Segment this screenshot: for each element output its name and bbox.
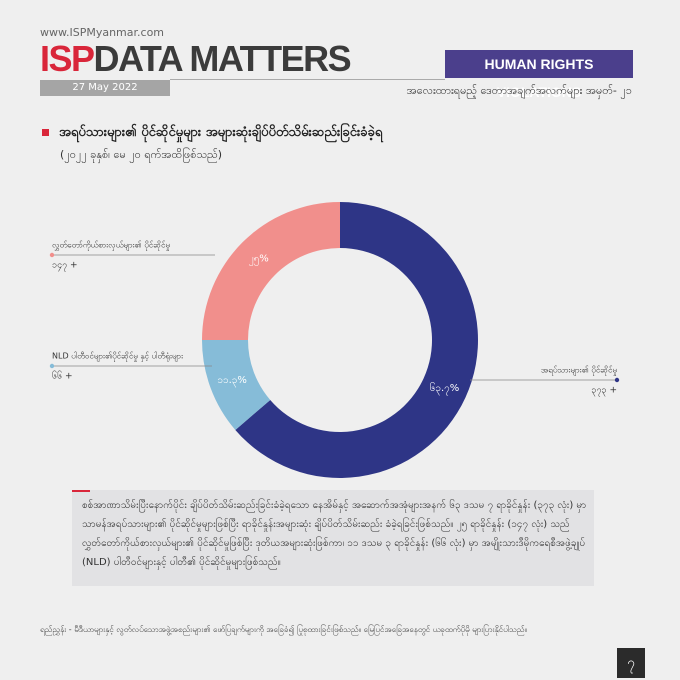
page-number: ၇ [617,648,645,678]
leader-dot [614,377,620,383]
tag: HUMAN RIGHTS VIOLATIONS [445,50,633,100]
website: www.ISPMyanmar.com [40,26,165,39]
donut-slice [202,202,340,340]
category-label: လွှတ်တော်ကိုယ်စားလှယ်များ၏ ပိုင်ဆိုင်မှု [52,240,170,252]
brand: ISPDATA MATTERS [40,38,352,80]
body-text: စစ်အာဏာသိမ်းပြီးနောက်ပိုင်း ချိပ်ပိတ်သိမ… [82,500,587,568]
value-label: ၁၁.၃% [217,375,247,388]
value-label: ၂၅% [249,254,269,267]
category-label: အရပ်သားများ၏ ပိုင်ဆိုင်မှု [541,365,617,377]
leader-dot [49,252,55,258]
category-label: NLD ပါတီဝင်များ၏ပိုင်ဆိုင်မှု နှင့် ပါတီ… [52,351,184,363]
text-box [72,490,594,586]
note: ရည်ညွှန်း - မီဒီယာများနှင့် လွတ်လပ်သောအဖ… [40,625,527,634]
date: 27 May 2022 [40,80,170,96]
brand-dark: DATA MATTERS [93,38,352,79]
value-label: ၆၃.၇% [430,381,460,396]
chart-subtitle: (၂၀၂၂ ခုနှစ်၊ မေ ၂၀ ရက်အထိဖြစ်သည်) [60,148,223,161]
donut-slice [202,340,271,430]
rule [170,79,445,80]
series-label: အလေးထားရမည့် ဒေတာအချက်အလက်များ အမှတ်- ၂၁ [406,84,632,97]
chart-title: အရပ်သားများ၏ ပိုင်ဆိုင်မှုများ အများဆုံး… [42,124,382,143]
leader-dot [49,363,55,369]
donut-slice [235,202,478,478]
count-label: ၁၄၇ + [52,261,78,272]
count-label: ၃၇၃ + [591,386,617,397]
count-label: ၆၆ + [52,371,73,382]
brand-red: ISP [40,38,95,79]
